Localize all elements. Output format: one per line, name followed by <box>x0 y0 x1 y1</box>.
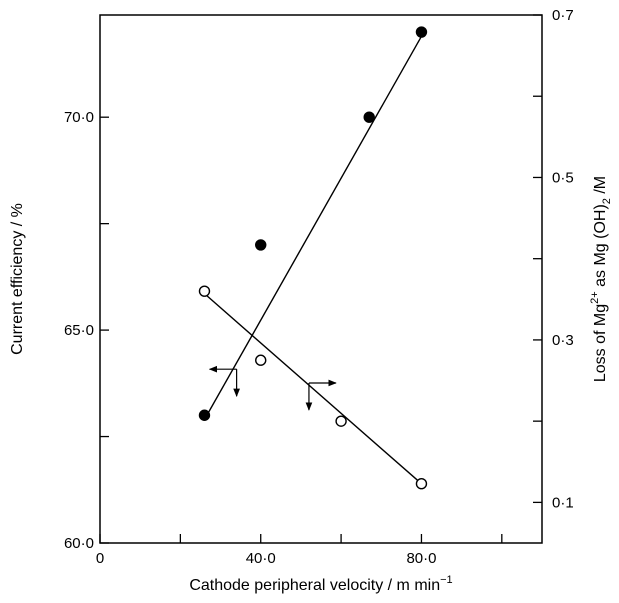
right-y-axis-title-part-3: /M <box>592 176 609 198</box>
open-data-point <box>198 285 211 297</box>
filled-data-point <box>415 26 428 38</box>
data-points <box>198 26 428 490</box>
right-y-axis-title-superscript: 2+ <box>589 291 601 304</box>
right-y-axis-title-part-1: Loss of Mg <box>592 304 609 382</box>
fit-lines <box>203 35 423 485</box>
open-data-point <box>335 415 347 427</box>
open-data-point <box>415 478 428 490</box>
right-y-tick-label: 0·5 <box>552 169 574 186</box>
x-tick-label: 80·0 <box>406 550 436 567</box>
open-data-point <box>255 354 267 366</box>
x-tick-label: 0 <box>96 550 104 567</box>
filled-series-fit-line <box>203 35 423 420</box>
filled-data-point <box>255 239 267 251</box>
right-y-tick-label: 0·1 <box>552 494 574 511</box>
filled-data-point <box>363 111 375 123</box>
x-tick-label: 40·0 <box>246 550 276 567</box>
right-y-tick-label: 0·3 <box>552 332 574 349</box>
annotation-arrows <box>208 365 337 411</box>
left-y-tick-label: 70·0 <box>64 109 94 126</box>
x-axis-title: Cathode peripheral velocity / m min−1 <box>189 574 452 594</box>
x-axis-title-superscript: −1 <box>440 574 453 586</box>
right-y-axis-ticks: 0·1 0·3 0·5 0·7 <box>533 7 574 511</box>
open-series-fit-line <box>204 293 422 485</box>
left-y-axis-ticks: 60·0 65·0 70·0 <box>64 109 109 552</box>
left-y-tick-label: 60·0 <box>64 535 94 552</box>
left-y-axis-title: Current efficiency / % <box>9 203 26 355</box>
right-y-tick-label: 0·7 <box>552 7 574 24</box>
x-axis-title-text: Cathode peripheral velocity / m min <box>189 577 440 594</box>
plot-frame <box>99 14 543 544</box>
right-y-axis-title-subscript: 2 <box>601 198 613 204</box>
filled-data-point <box>198 409 211 421</box>
right-y-axis-title-part-2: as Mg (OH) <box>592 204 609 291</box>
x-axis-ticks: 0 40·0 80·0 <box>96 534 503 567</box>
right-y-axis-title: Loss of Mg2+ as Mg (OH)2 /M <box>589 176 613 382</box>
left-y-tick-label: 65·0 <box>64 322 94 339</box>
